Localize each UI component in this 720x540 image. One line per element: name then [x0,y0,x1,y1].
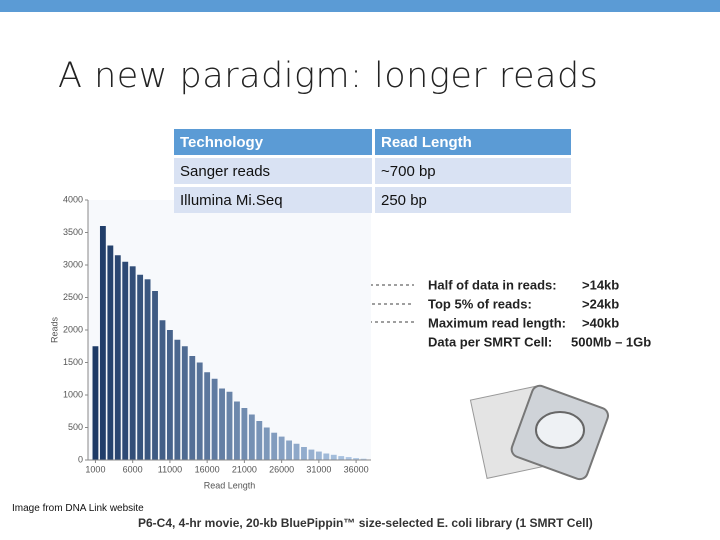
figure-caption: P6-C4, 4-hr movie, 20-kb BluePippin™ siz… [138,516,593,530]
histogram-bar [360,458,367,460]
histogram-bar [271,432,278,460]
annotation-label: Top 5% of reads: [428,296,532,311]
histogram-bar [248,414,255,460]
table-row: Illumina Mi.Seq 250 bp [174,187,571,213]
x-tick-label: 31000 [306,464,331,474]
annotation-label: Maximum read length: [428,315,566,330]
histogram-bar [159,320,166,460]
histogram-bar [226,391,233,460]
annotation-label: Data per SMRT Cell: [428,334,552,349]
histogram-bar [263,427,270,460]
histogram-bar [286,440,293,460]
y-tick-label: 1500 [63,357,83,367]
annotation-value: 500Mb – 1Gb [571,334,651,349]
x-axis-label: Read Length [204,480,256,490]
histogram-bar [129,266,136,460]
x-tick-label: 1000 [85,464,105,474]
histogram-bar [353,458,360,460]
image-credit: Image from DNA Link website [12,503,144,514]
x-tick-label: 36000 [344,464,369,474]
table-row: Sanger reads ~700 bp [174,158,571,184]
annotation-label: Half of data in reads: [428,277,557,292]
y-tick-label: 2000 [63,324,83,334]
histogram-bar [219,388,225,460]
histogram-bar [256,421,263,460]
histogram-bar [99,226,106,460]
histogram-bar [241,408,248,460]
annotation-value: >24kb [582,296,619,311]
table-cell: Sanger reads [174,158,375,184]
histogram-bar [92,346,99,460]
histogram-bar [114,255,121,460]
histogram-bar [196,362,203,460]
histogram-bar [152,291,158,460]
x-tick-label: 26000 [269,464,294,474]
histogram-bar [122,261,129,460]
x-tick-label: 6000 [123,464,143,474]
histogram-bar [345,457,352,460]
slide-title: A new paradigm: longer reads [58,56,599,96]
y-tick-label: 3500 [63,227,83,237]
annotation-value: >14kb [582,277,619,292]
histogram-bar [293,443,300,460]
x-tick-label: 21000 [232,464,257,474]
histogram-bar [204,372,211,460]
y-tick-label: 0 [78,454,83,464]
y-tick-label: 3000 [63,259,83,269]
y-tick-label: 1000 [63,389,83,399]
histogram-bar [181,346,188,460]
y-tick-label: 2500 [63,292,83,302]
histogram-bar [323,453,330,460]
histogram-bar [308,449,315,460]
top-bar [0,0,720,12]
table-cell: 250 bp [375,187,571,213]
table-header: Technology Read Length [174,129,571,155]
y-tick-label: 4000 [63,194,83,204]
x-tick-label: 11000 [158,464,182,474]
histogram-bar [211,378,218,460]
histogram-bar [174,339,181,460]
table-cell: Illumina Mi.Seq [174,187,375,213]
histogram-bar [330,454,337,460]
column-header: Technology [174,129,375,155]
table: Technology Read Length Sanger reads ~700… [174,126,571,216]
icon-ring [535,411,585,449]
annotation-value: >40kb [582,315,619,330]
histogram-bar [137,274,144,460]
histogram-bar [301,447,307,460]
histogram-bar [166,330,173,460]
y-axis-label: Reads [49,316,59,343]
x-tick-label: 16000 [195,464,220,474]
y-tick-label: 500 [68,422,83,432]
smrt-cell-icon [469,384,609,481]
histogram-bar [278,436,285,460]
histogram-bar [338,456,345,460]
histogram-bar [189,356,196,460]
histogram-bar [144,279,151,460]
table-cell: ~700 bp [375,158,571,184]
histogram-bar [107,245,114,460]
histogram-bar [315,451,322,460]
histogram-bar [234,401,240,460]
column-header: Read Length [375,129,571,155]
